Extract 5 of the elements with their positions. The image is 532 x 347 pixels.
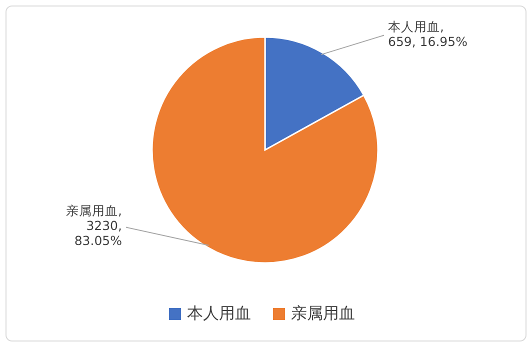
data-label: 亲属用血, 3230, 83.05%	[66, 204, 122, 249]
data-label: 本人用血, 659, 16.95%	[388, 19, 468, 50]
legend-label: 亲属用血	[291, 303, 355, 322]
legend-label: 本人用血	[187, 303, 251, 322]
pie-slice	[151, 36, 379, 264]
